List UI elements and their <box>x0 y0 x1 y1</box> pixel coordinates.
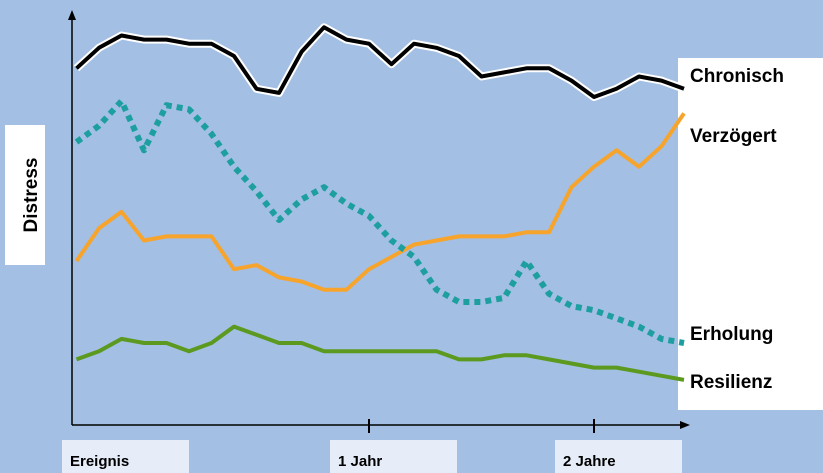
legend-label: Verzögert <box>690 126 777 147</box>
x-arrow <box>680 421 690 429</box>
legend-label: Erholung <box>690 324 773 345</box>
series-line <box>74 98 685 346</box>
y-axis-label: Distress <box>21 158 42 233</box>
x-tick-label: 1 Jahr <box>338 453 382 470</box>
x-label-box <box>62 440 189 473</box>
legend-label: Chronisch <box>690 66 784 87</box>
series-line <box>75 324 685 382</box>
y-label-box <box>5 125 45 265</box>
line-halo <box>73 23 686 101</box>
x-label-box <box>330 440 457 473</box>
y-arrow <box>68 10 76 20</box>
legend-label: Resilienz <box>690 372 772 393</box>
x-tick-label: Ereignis <box>70 453 129 470</box>
x-tick-label: 2 Jahre <box>563 453 616 470</box>
series-line <box>74 112 686 292</box>
legend-panel <box>678 58 823 410</box>
x-label-box <box>555 440 682 473</box>
series-line <box>75 25 685 99</box>
